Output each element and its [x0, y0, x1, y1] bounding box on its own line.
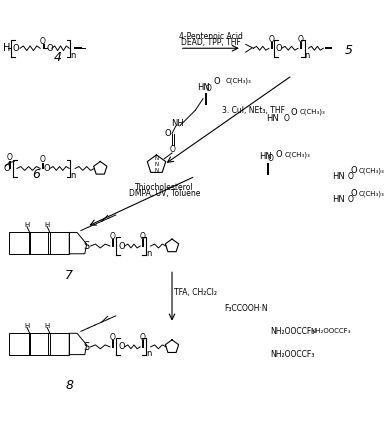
Text: O: O: [351, 189, 358, 198]
Text: C(CH₃)₃: C(CH₃)₃: [358, 190, 384, 197]
Text: H: H: [3, 43, 11, 53]
Text: O: O: [347, 195, 353, 204]
Text: O: O: [46, 44, 53, 53]
Text: O: O: [269, 35, 274, 44]
Text: O: O: [268, 154, 274, 163]
Text: O: O: [165, 129, 171, 138]
Text: n: n: [71, 51, 76, 60]
Text: O: O: [283, 114, 289, 123]
Text: C(CH₃)₃: C(CH₃)₃: [300, 109, 326, 116]
Text: H: H: [24, 323, 29, 329]
Text: F₃CCOOH·N: F₃CCOOH·N: [224, 304, 267, 313]
Text: O: O: [118, 242, 125, 251]
Text: H: H: [24, 222, 29, 228]
Text: O: O: [7, 153, 13, 162]
Text: O: O: [118, 342, 125, 351]
Text: NH₂OOCCF₃: NH₂OOCCF₃: [311, 329, 351, 335]
Text: O: O: [347, 172, 353, 181]
Text: O: O: [291, 108, 298, 117]
Text: DEAD, TPP, THF: DEAD, TPP, THF: [181, 38, 241, 47]
Text: HN: HN: [267, 114, 279, 123]
Text: S: S: [83, 241, 90, 251]
Text: H: H: [44, 222, 49, 228]
Text: S: S: [83, 342, 90, 352]
Text: HN: HN: [197, 83, 209, 92]
Text: O: O: [43, 164, 50, 173]
Text: O: O: [275, 150, 282, 160]
Text: TFA, CH₂Cl₂: TFA, CH₂Cl₂: [174, 288, 217, 297]
Text: O: O: [139, 333, 145, 342]
Text: O: O: [109, 333, 115, 342]
Text: H: H: [44, 323, 49, 329]
Text: 7: 7: [65, 269, 73, 282]
Text: HN: HN: [259, 152, 271, 161]
Text: 5: 5: [345, 44, 352, 57]
Text: NH: NH: [171, 120, 184, 129]
Text: C(CH₃)₃: C(CH₃)₃: [285, 152, 310, 158]
Text: O: O: [40, 37, 46, 46]
Text: NH₂OOCCF₃: NH₂OOCCF₃: [270, 350, 314, 359]
Text: 8: 8: [65, 379, 73, 392]
Text: O: O: [298, 35, 303, 44]
Text: O: O: [13, 44, 20, 53]
Text: Thiocholesterol: Thiocholesterol: [135, 183, 194, 192]
Text: C(CH₃)₃: C(CH₃)₃: [358, 167, 384, 174]
Text: n: n: [304, 51, 309, 60]
Text: 4: 4: [54, 52, 62, 64]
Text: O: O: [109, 232, 115, 241]
Text: DMPA, UV, Toluene: DMPA, UV, Toluene: [129, 189, 200, 198]
Text: n: n: [146, 249, 151, 258]
Text: 3. CuI, NEt₃, THF: 3. CuI, NEt₃, THF: [222, 106, 285, 115]
Text: n: n: [146, 349, 151, 358]
Text: O: O: [206, 84, 212, 93]
Text: HN: HN: [332, 172, 345, 181]
Text: O: O: [275, 44, 282, 53]
Text: n: n: [70, 171, 75, 180]
Text: O: O: [40, 155, 45, 164]
Text: O: O: [170, 144, 176, 154]
Text: O: O: [4, 164, 11, 173]
Text: O: O: [213, 77, 220, 86]
Text: NH₂OOCCF₃: NH₂OOCCF₃: [270, 327, 314, 336]
Text: C(CH₃)₃: C(CH₃)₃: [225, 78, 251, 84]
Text: N
N
N: N N N: [154, 156, 158, 173]
Text: 6: 6: [32, 168, 40, 181]
Text: O: O: [139, 232, 145, 241]
Text: 4-Pentenoic Acid: 4-Pentenoic Acid: [179, 32, 243, 41]
Text: HN: HN: [332, 195, 345, 204]
Text: O: O: [351, 166, 358, 175]
